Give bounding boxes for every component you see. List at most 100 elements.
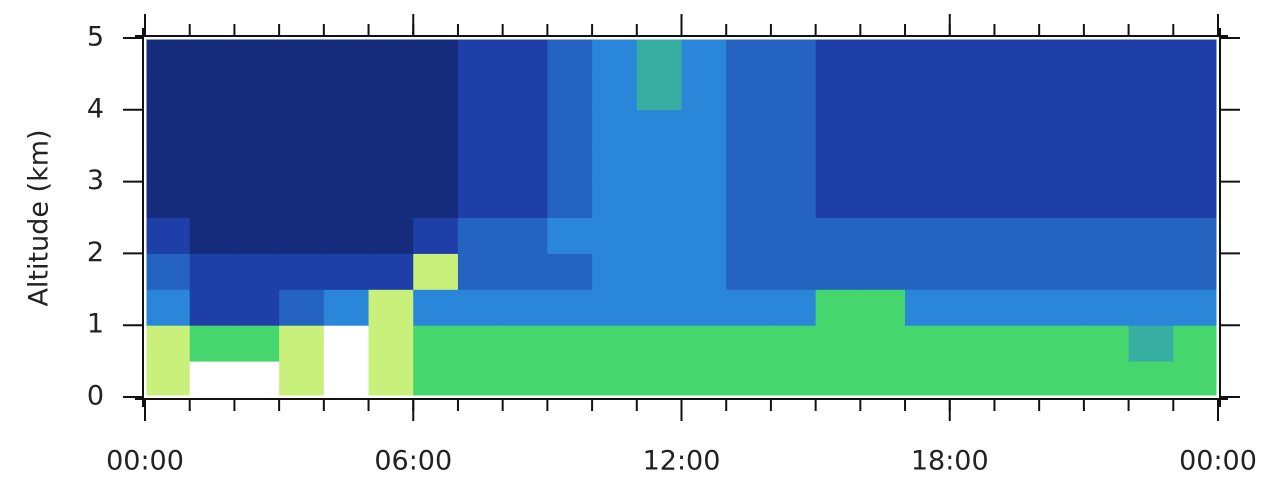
- heatmap-cell: [368, 181, 414, 218]
- heatmap-cell: [1128, 145, 1174, 183]
- heatmap-cell: [770, 325, 817, 362]
- heatmap-cell: [994, 73, 1040, 111]
- heatmap-cell: [189, 73, 235, 111]
- heatmap-cell: [1083, 181, 1130, 218]
- heatmap-cell: [547, 109, 593, 147]
- heatmap-cell: [681, 253, 727, 290]
- heatmap-cell: [770, 361, 817, 398]
- heatmap-cell: [234, 253, 280, 290]
- heatmap-cell: [413, 361, 459, 398]
- heatmap-cell: [949, 109, 995, 147]
- heatmap-cell: [726, 73, 772, 111]
- heatmap-cell: [994, 253, 1040, 290]
- heatmap-cell: [547, 145, 593, 183]
- heatmap-cell: [234, 217, 280, 254]
- heatmap-cell: [145, 145, 191, 183]
- heatmap-cell: [457, 217, 504, 254]
- heatmap-cell: [726, 253, 772, 290]
- heatmap-cell: [279, 38, 325, 75]
- heatmap-cell: [457, 145, 504, 183]
- heatmap-cell: [1173, 253, 1219, 290]
- heatmap-cell: [726, 217, 772, 254]
- heatmap-cell: [457, 289, 504, 326]
- heatmap-cell: [323, 109, 370, 147]
- heatmap-cell: [592, 217, 638, 254]
- heatmap-cell: [681, 109, 727, 147]
- heatmap-cell: [1083, 109, 1130, 147]
- heatmap-cell: [457, 253, 504, 290]
- heatmap-cell: [1128, 361, 1174, 398]
- heatmap-cell: [145, 109, 191, 147]
- heatmap-cell: [1083, 73, 1130, 111]
- heatmap-cell: [547, 181, 593, 218]
- heatmap-cell: [860, 38, 906, 75]
- heatmap-cell: [815, 325, 861, 362]
- heatmap-cell: [770, 253, 817, 290]
- heatmap-cell: [726, 109, 772, 147]
- heatmap-cell: [681, 289, 727, 326]
- heatmap-cell: [457, 181, 504, 218]
- heatmap-cell: [368, 145, 414, 183]
- heatmap-cell: [860, 109, 906, 147]
- heatmap-cell: [1083, 38, 1130, 75]
- heatmap-cell: [189, 361, 235, 398]
- heatmap-cell: [1128, 253, 1174, 290]
- heatmap-cell: [413, 325, 459, 362]
- heatmap-cell: [860, 181, 906, 218]
- y-tick-label: 3: [87, 165, 104, 196]
- heatmap-cell: [189, 109, 235, 147]
- heatmap-cell: [279, 361, 325, 398]
- heatmap-cell: [234, 181, 280, 218]
- heatmap-cell: [860, 325, 906, 362]
- heatmap-cell: [1039, 361, 1085, 398]
- heatmap-cell: [368, 289, 414, 326]
- heatmap-cell: [1039, 38, 1085, 75]
- heatmap-cell: [1173, 73, 1219, 111]
- heatmap-cell: [413, 145, 459, 183]
- heatmap-cell: [949, 361, 995, 398]
- heatmap-cell: [547, 361, 593, 398]
- heatmap-cell: [994, 289, 1040, 326]
- heatmap-cell: [279, 253, 325, 290]
- heatmap-cell: [1173, 38, 1219, 75]
- heatmap-cell: [368, 109, 414, 147]
- heatmap-cell: [189, 289, 235, 326]
- heatmap-cell: [681, 325, 727, 362]
- heatmap-cell: [502, 325, 548, 362]
- heatmap-cell: [1039, 253, 1085, 290]
- heatmap-cell: [860, 289, 906, 326]
- heatmap-cell: [636, 73, 682, 111]
- heatmap-cell: [145, 289, 191, 326]
- heatmap-cell: [994, 217, 1040, 254]
- heatmap-cell: [1173, 181, 1219, 218]
- heatmap-cell: [949, 253, 995, 290]
- heatmap-cell: [145, 38, 191, 75]
- heatmap-cell: [502, 38, 548, 75]
- heatmap-cell: [413, 109, 459, 147]
- heatmap-cell: [860, 217, 906, 254]
- y-tick-label: 1: [87, 309, 104, 340]
- heatmap-cell: [636, 325, 682, 362]
- heatmap-cell: [770, 217, 817, 254]
- heatmap-cell: [905, 181, 951, 218]
- heatmap-cell: [502, 109, 548, 147]
- heatmap-cell: [413, 181, 459, 218]
- heatmap-cell: [547, 217, 593, 254]
- heatmap-cell: [189, 325, 235, 362]
- heatmap-cell: [502, 217, 548, 254]
- heatmap-cell: [502, 181, 548, 218]
- heatmap-cell: [815, 109, 861, 147]
- heatmap-cell: [905, 217, 951, 254]
- heatmap-cell: [323, 289, 370, 326]
- heatmap-cell: [636, 253, 682, 290]
- heatmap-cell: [323, 181, 370, 218]
- heatmap-cell: [1128, 289, 1174, 326]
- heatmap-cell: [1173, 145, 1219, 183]
- heatmap-cell: [815, 181, 861, 218]
- heatmap-cell: [1173, 289, 1219, 326]
- heatmap-cell: [636, 361, 682, 398]
- heatmap-cell: [1083, 325, 1130, 362]
- heatmap-cell: [770, 109, 817, 147]
- heatmap-cell: [905, 361, 951, 398]
